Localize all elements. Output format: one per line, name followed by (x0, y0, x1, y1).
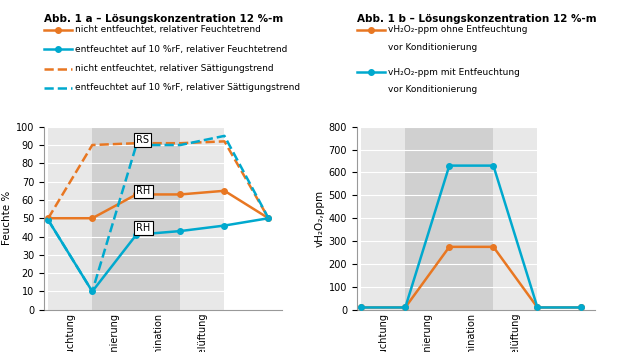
Bar (180, 127, 225, 310)
Text: nicht entfeuchtet, relativer Feuchtetrend: nicht entfeuchtet, relativer Feuchtetren… (75, 25, 261, 34)
Text: vH₂O₂-ppm ohne Entfeuchtung: vH₂O₂-ppm ohne Entfeuchtung (388, 25, 528, 34)
Bar (493, 127, 538, 310)
Bar (92, 127, 136, 310)
Text: entfeuchtet auf 10 %rF, relativer Sättigungstrend: entfeuchtet auf 10 %rF, relativer Sättig… (75, 83, 300, 93)
Text: nicht entfeuchtet, relativer Sättigungstrend: nicht entfeuchtet, relativer Sättigungst… (75, 64, 274, 73)
Bar (225, 127, 269, 310)
Y-axis label: vH₂O₂,ppm: vH₂O₂,ppm (314, 190, 324, 247)
Text: RS: RS (136, 135, 150, 145)
Bar (538, 127, 582, 310)
Text: Abb. 1 a – Lösungskonzentration 12 %-m: Abb. 1 a – Lösungskonzentration 12 %-m (44, 14, 283, 24)
Text: vH₂O₂-ppm mit Entfeuchtung: vH₂O₂-ppm mit Entfeuchtung (388, 68, 520, 77)
Y-axis label: Feuchte %: Feuchte % (1, 191, 11, 245)
Bar (405, 127, 449, 310)
Text: vor Konditionierung: vor Konditionierung (388, 43, 478, 52)
Text: Abb. 1 b – Lösungskonzentration 12 %-m: Abb. 1 b – Lösungskonzentration 12 %-m (357, 14, 597, 24)
Bar (136, 127, 180, 310)
Text: entfeuchtet auf 10 %rF, relativer Feuchtetrend: entfeuchtet auf 10 %rF, relativer Feucht… (75, 45, 287, 54)
Text: RH: RH (136, 223, 151, 233)
Bar (48, 127, 92, 310)
Bar (361, 127, 405, 310)
Text: vor Konditionierung: vor Konditionierung (388, 85, 478, 94)
Text: RH: RH (136, 187, 151, 196)
Bar (449, 127, 493, 310)
